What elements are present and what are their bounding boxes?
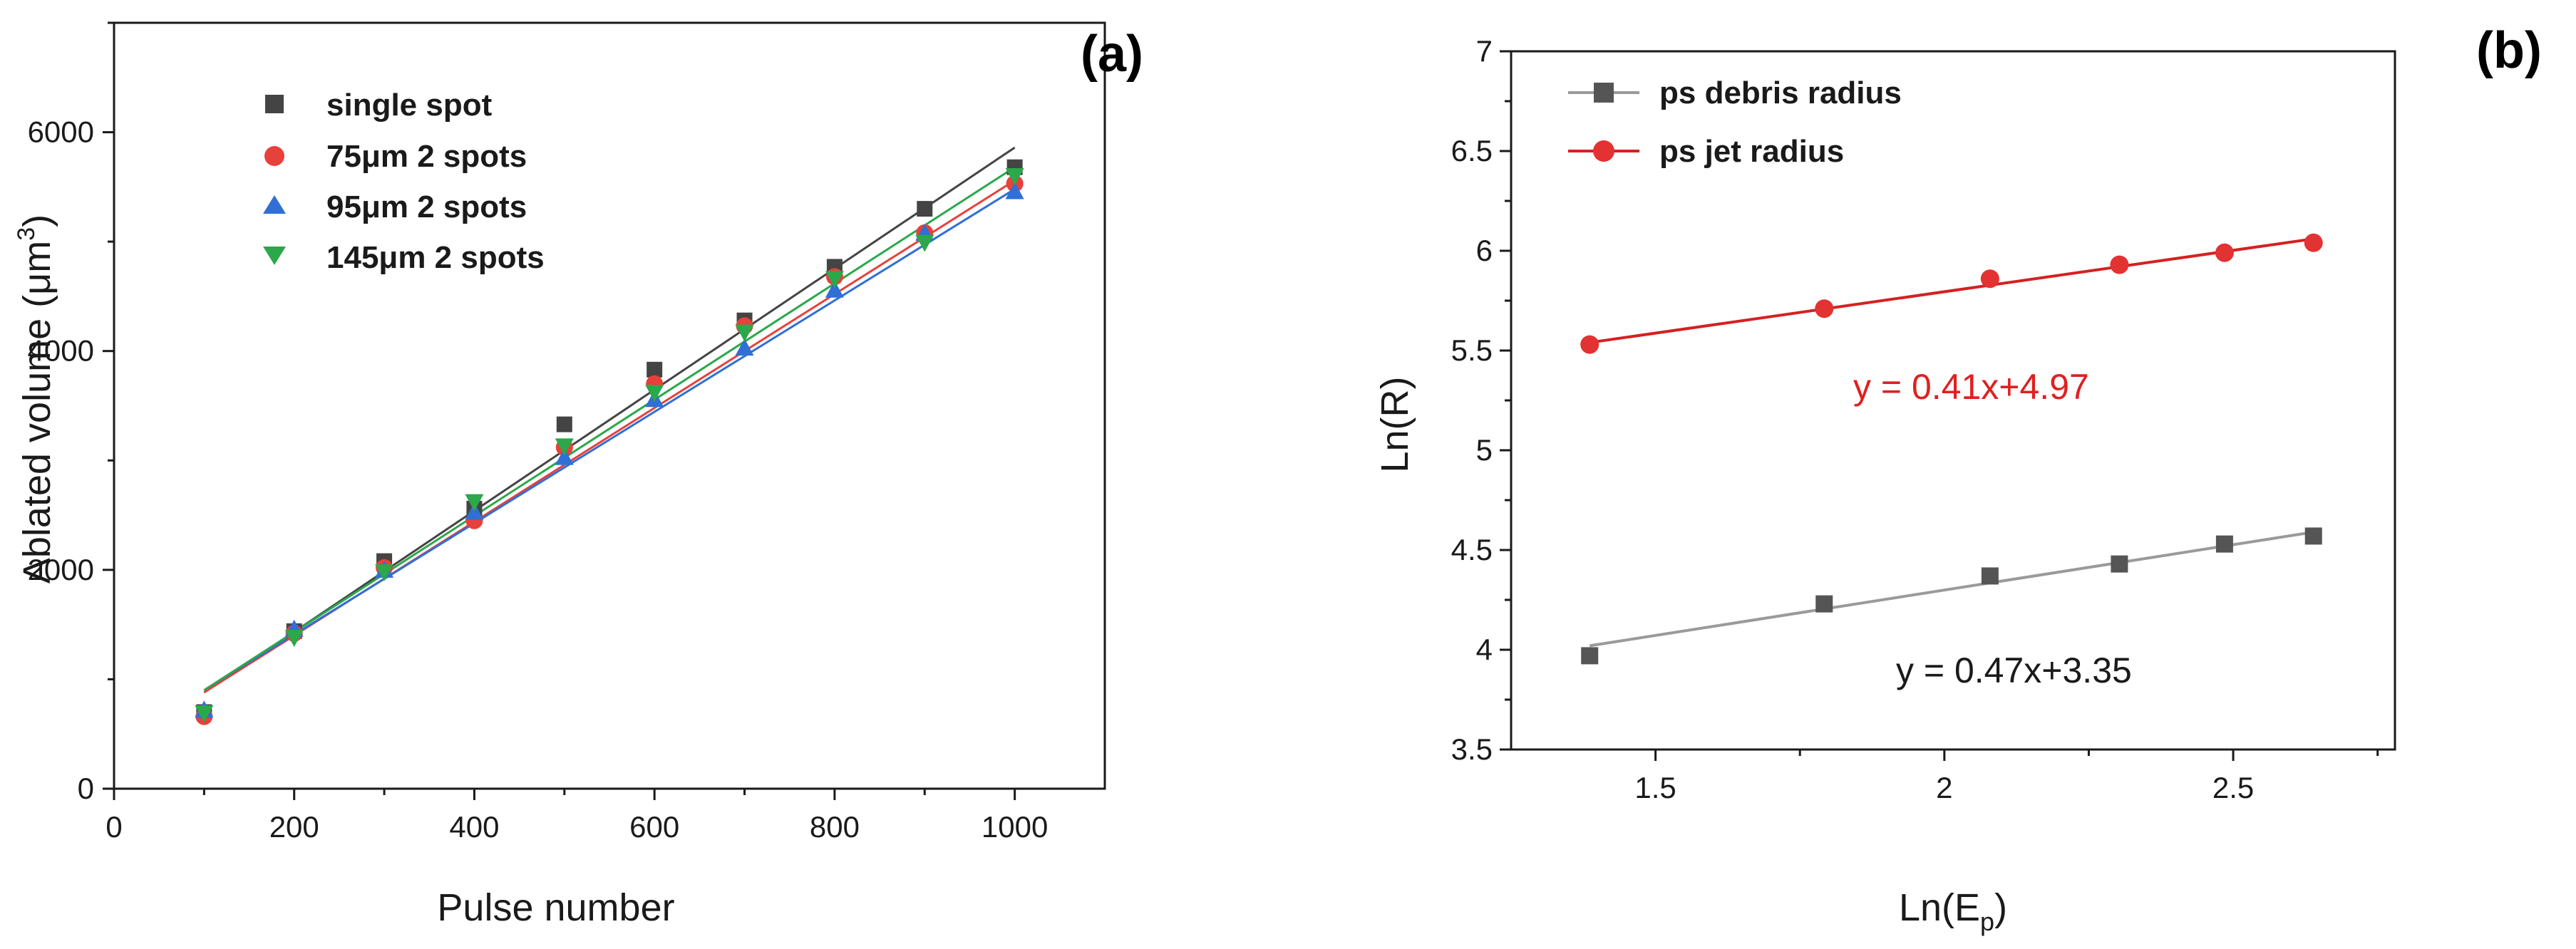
chart-a-point-s3-9	[1005, 168, 1024, 185]
chart-a-point-s0-8	[917, 201, 933, 217]
chart-b: 1.5 2 2.5 3.5 4 4.5 5 5.5 6 6.5 7 (b) Ln(Ep) Ln(R)…	[1374, 22, 2542, 936]
chart-a-point-s3-0	[195, 705, 214, 723]
legend-label-75um: 75μm 2 spots	[326, 139, 527, 174]
chart-a-ytick-label: 4000	[28, 334, 94, 368]
chart-a-fit-line-2	[203, 188, 1016, 692]
chart-b-point-s1-4	[2215, 243, 2234, 262]
chart-a-fit-line-0	[203, 146, 1016, 694]
legend-label-145um: 145μm 2 spots	[326, 240, 545, 275]
chart-b-xlabel-main: Ln(E	[1899, 886, 1980, 929]
chart-b-point-s1-0	[1580, 335, 1599, 354]
chart-a-point-s3-8	[915, 234, 934, 252]
chart-b-point-s1-2	[1980, 269, 1999, 289]
chart-b-ytick-label: 5	[1476, 433, 1493, 467]
chart-b-ticks: 1.5 2 2.5 3.5 4 4.5 5 5.5 6 6.5 7	[1451, 34, 2379, 804]
chart-a-xtick-label: 800	[810, 810, 860, 844]
chart-b-point-s0-4	[2215, 535, 2233, 553]
chart-a-point-s2-7	[825, 280, 844, 298]
chart-a-frame	[113, 21, 1106, 790]
chart-b-ytick-label: 4.5	[1451, 533, 1493, 566]
chart-a-point-s3-5	[645, 385, 664, 403]
chart-b-ytick-label: 6	[1476, 234, 1493, 267]
legend-label-jet: ps jet radius	[1659, 134, 1844, 169]
chart-b-point-s0-5	[2304, 527, 2322, 545]
chart-a-panel-label: (a)	[1081, 26, 1143, 83]
chart-b-ytick-label: 4	[1476, 633, 1493, 666]
chart-a-ylabel-tail: )	[16, 214, 58, 227]
chart-a-point-s2-4	[555, 447, 574, 465]
legend-marker-95um	[263, 195, 286, 214]
chart-b-xlabel: Ln(Ep)	[1899, 886, 2007, 936]
chart-a-xtick-label: 0	[105, 810, 122, 844]
chart-b-point-s1-3	[2110, 255, 2129, 274]
chart-a: 0 200 400 600 800 1000 0 2000 4000 6000 (a) Pulse…	[13, 21, 1143, 929]
chart-b-point-s0-0	[1581, 647, 1599, 665]
chart-b-xtick-label: 2	[1936, 771, 1952, 804]
legend-label-single-spot: single spot	[326, 88, 493, 123]
chart-b-marks	[1580, 233, 2323, 665]
chart-a-xtick-label: 200	[269, 810, 319, 844]
legend-marker-75um	[264, 146, 284, 166]
chart-a-point-s2-6	[735, 338, 754, 356]
chart-a-point-s3-1	[284, 630, 304, 648]
legend-marker-debris	[1594, 83, 1614, 103]
chart-a-xlabel: Pulse number	[437, 886, 674, 929]
chart-a-ylabel-sup: 3	[13, 227, 40, 241]
chart-a-axes	[113, 21, 1106, 790]
chart-b-xlabel-sub: p	[1980, 907, 1994, 936]
chart-a-ytick-label: 6000	[28, 115, 94, 149]
chart-a-ytick-label: 0	[78, 772, 94, 805]
chart-a-legend: single spot 75μm 2 spots 95μm 2 spots 14…	[263, 88, 545, 275]
legend-label-debris: ps debris radius	[1659, 76, 1902, 110]
chart-a-point-s3-7	[825, 271, 844, 289]
chart-b-fit-line-1	[1589, 237, 2314, 344]
chart-b-xtick-label: 1.5	[1634, 771, 1676, 804]
chart-a-fit-line-3	[203, 166, 1016, 692]
chart-a-point-s3-4	[555, 438, 574, 456]
chart-b-ytick-label: 5.5	[1451, 333, 1493, 367]
chart-b-xtick-label: 2.5	[2212, 771, 2254, 804]
chart-a-point-s3-2	[375, 564, 394, 581]
chart-a-ticks: 0 200 400 600 800 1000 0 2000 4000 6000	[28, 21, 1048, 844]
chart-b-point-s0-1	[1815, 595, 1833, 613]
chart-a-point-s3-6	[735, 324, 754, 342]
chart-b-point-s1-5	[2304, 233, 2323, 252]
chart-a-xtick-label: 1000	[982, 810, 1048, 844]
chart-b-ytick-label: 7	[1476, 34, 1493, 68]
legend-label-95um: 95μm 2 spots	[326, 190, 527, 224]
legend-marker-145um	[263, 247, 286, 265]
chart-b-ytick-label: 6.5	[1451, 134, 1493, 167]
chart-b-legend: ps debris radius ps jet radius	[1568, 76, 1902, 169]
chart-b-panel-label: (b)	[2476, 22, 2542, 79]
chart-b-point-s0-3	[2111, 555, 2128, 573]
equation-jet: y = 0.41x+4.97	[1853, 367, 2089, 407]
chart-b-ylabel: Ln(R)	[1374, 376, 1416, 472]
chart-a-point-s0-4	[556, 416, 572, 432]
chart-a-marks	[195, 146, 1024, 725]
chart-b-xlabel-tail: )	[1994, 886, 2007, 929]
chart-b-ytick-label: 3.5	[1451, 732, 1493, 766]
chart-a-xtick-label: 400	[449, 810, 499, 844]
chart-a-point-s3-3	[465, 494, 484, 512]
chart-b-point-s0-2	[1981, 567, 1999, 585]
chart-a-ytick-label: 2000	[28, 553, 94, 586]
chart-a-xtick-label: 600	[629, 810, 679, 844]
chart-a-ylabel: Ablated volume (μm3)	[13, 214, 58, 584]
legend-marker-single-spot	[265, 95, 284, 113]
chart-a-point-s0-5	[646, 361, 663, 378]
chart-a-point-s2-9	[1005, 182, 1024, 199]
chart-a-ylabel-main: Ablated volume (μm	[16, 241, 58, 584]
equation-debris: y = 0.47x+3.35	[1896, 650, 2132, 690]
legend-marker-jet	[1593, 140, 1614, 162]
chart-b-point-s1-1	[1815, 299, 1834, 318]
chart-b-fit-line-0	[1589, 530, 2314, 648]
